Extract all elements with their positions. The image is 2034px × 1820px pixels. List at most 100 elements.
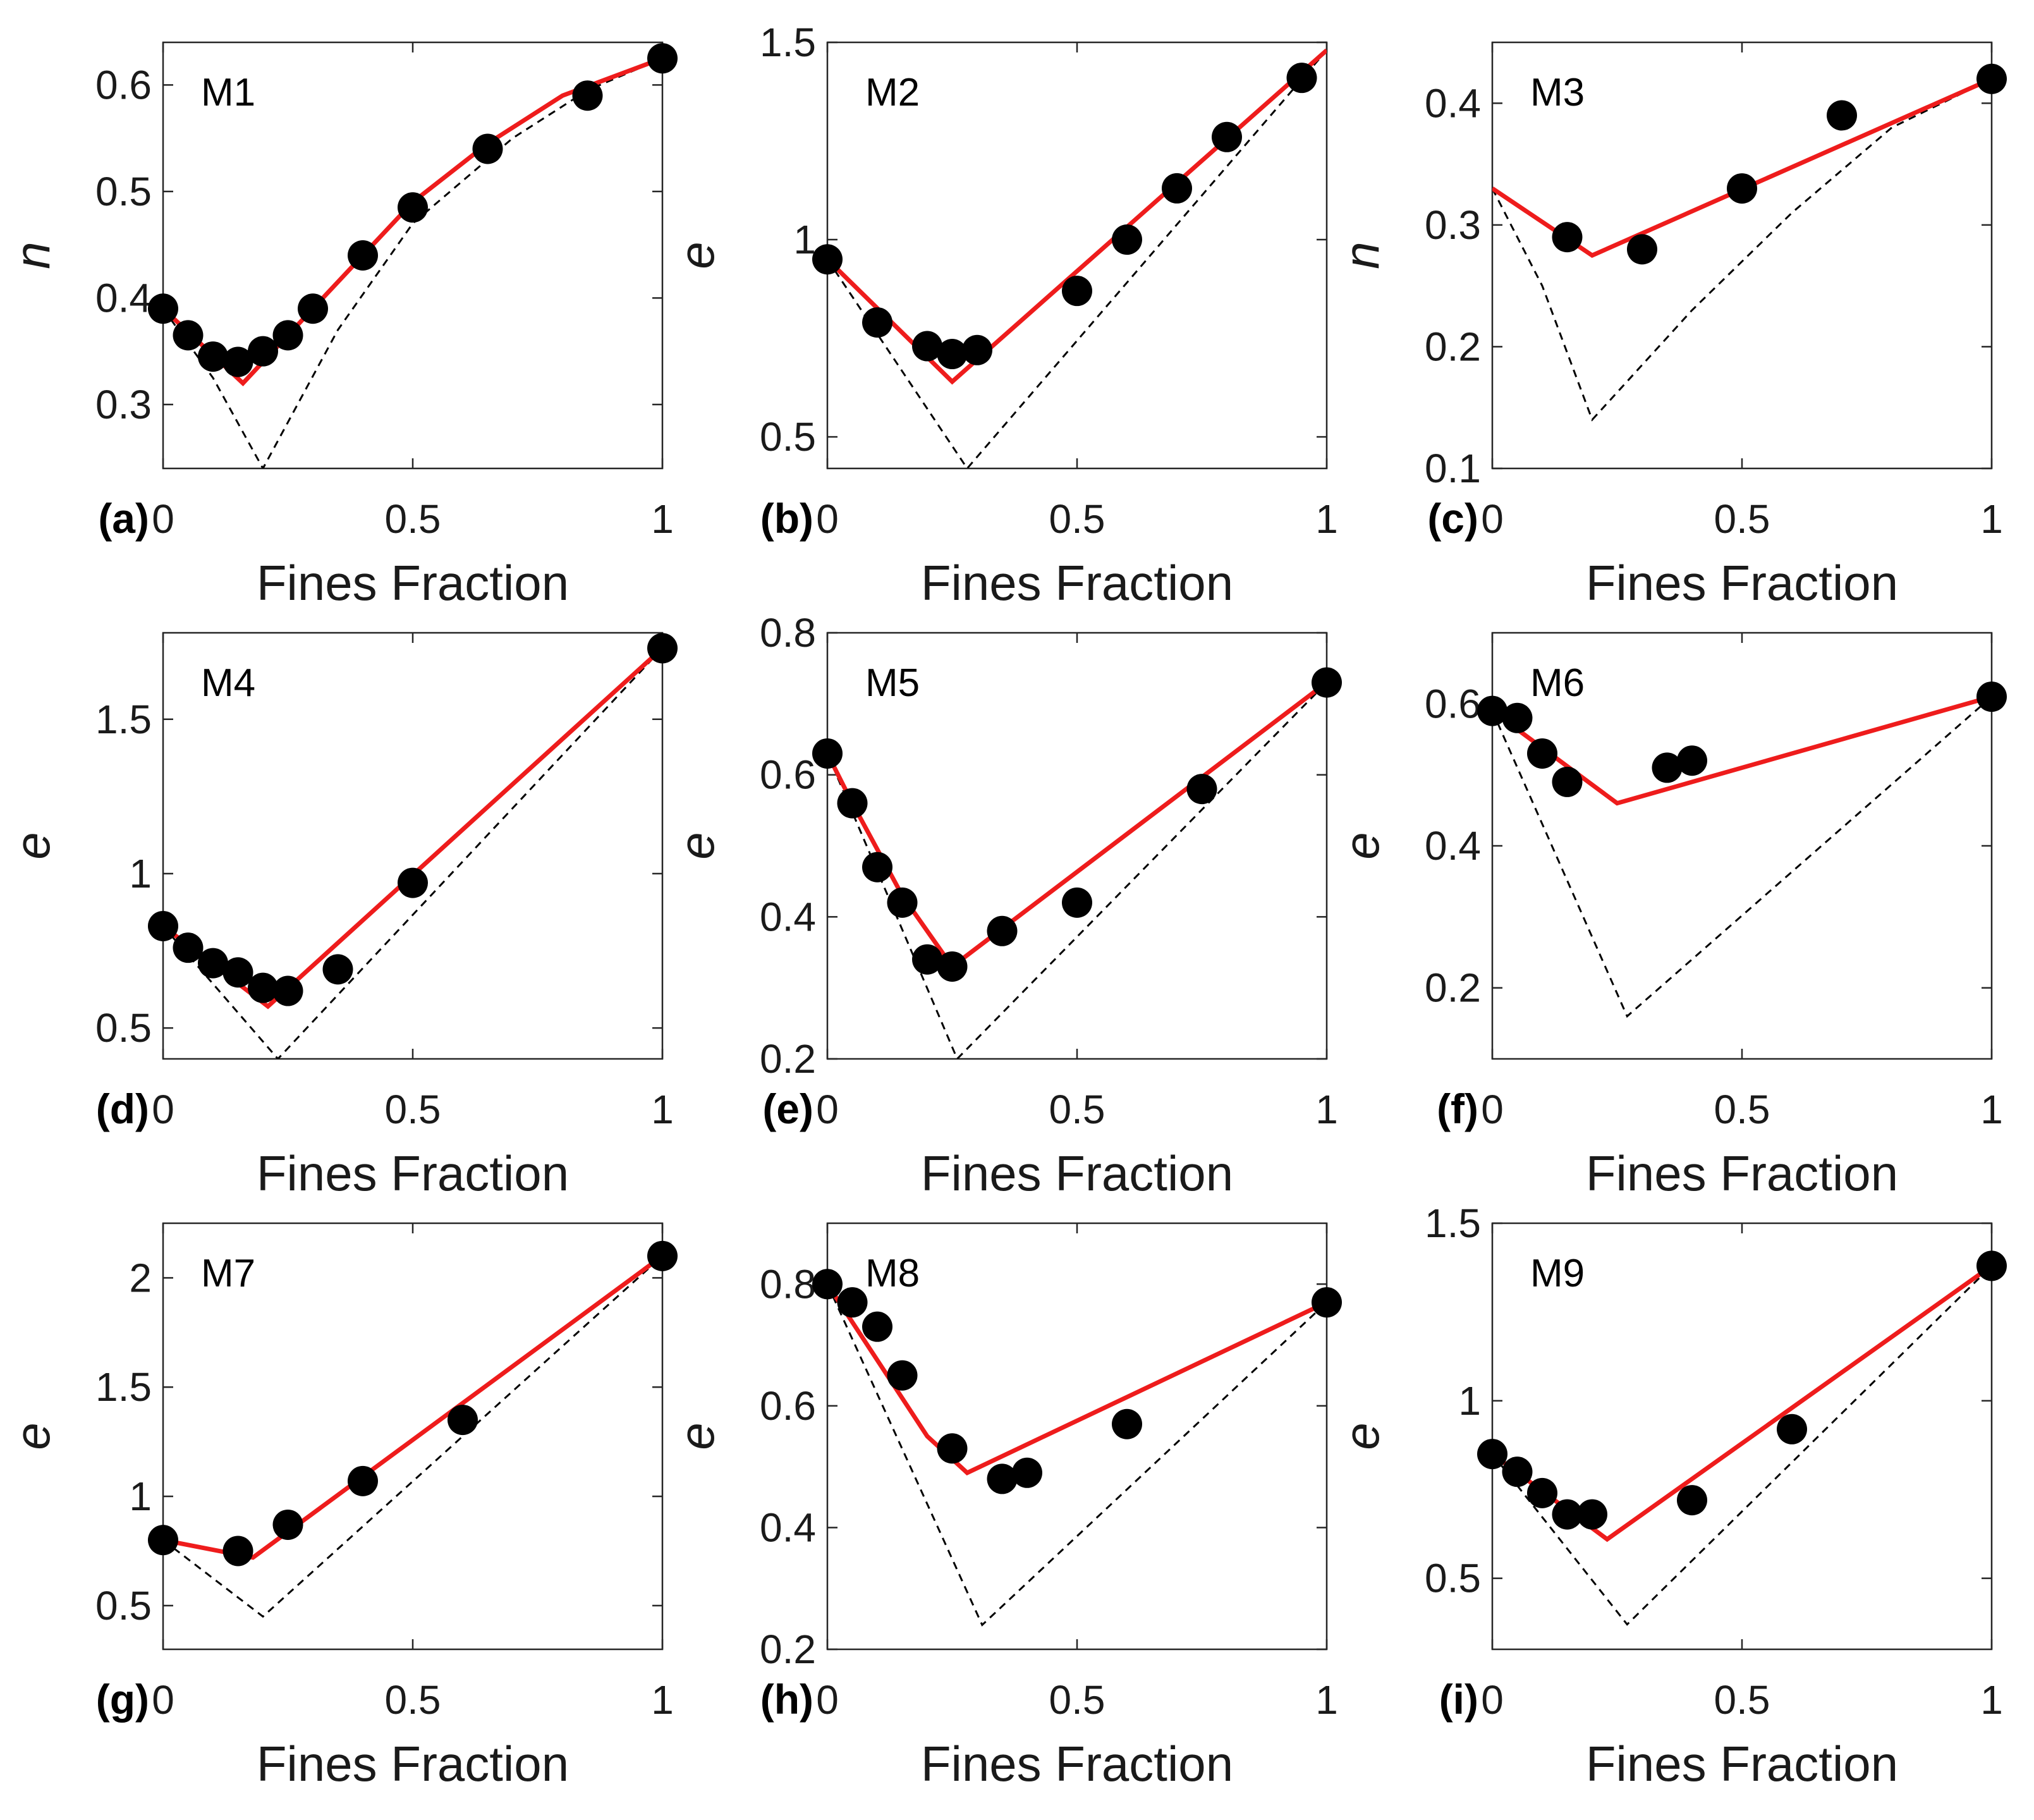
panel-e-xlabel: Fines Fraction	[921, 1145, 1233, 1201]
panel-h-data-point	[1112, 1408, 1142, 1439]
panel-f-ylabel: e	[1334, 832, 1389, 859]
panel-h-inset-label: M8	[865, 1252, 920, 1295]
panel-h-ylabel: e	[669, 1422, 724, 1450]
panel-d-ylabel: e	[4, 832, 60, 859]
panel-g-ytick-label: 1.5	[95, 1364, 152, 1410]
panel-h-ytick-label: 0.6	[760, 1383, 816, 1429]
panel-h-data-point	[987, 1463, 1018, 1494]
panel-c-xlabel: Fines Fraction	[1586, 555, 1898, 611]
panel-f-data-point	[1552, 766, 1583, 797]
panel-e-ylabel: e	[669, 832, 724, 859]
panel-f-xtick-label: 0	[1481, 1087, 1504, 1132]
panel-d-label: (d)	[96, 1085, 149, 1132]
panel-i-data-point	[1677, 1485, 1707, 1516]
panel-e: 0.2 0.4 0.6 0.8 0 0.5 1 Fines Fraction e (e) M5	[669, 610, 1342, 1201]
panel-h-xtick-label: 0.5	[1049, 1677, 1105, 1723]
panel-f-data-point	[1677, 745, 1707, 776]
panel-i-xtick-label: 0	[1481, 1677, 1504, 1723]
panel-f-data-point	[1527, 738, 1557, 769]
panel-b-ytick-label: 1.5	[760, 20, 816, 65]
panel-a-data-point	[472, 133, 503, 164]
panel-b-label: (b)	[760, 495, 813, 542]
panel-a-xtick-label: 0	[152, 496, 174, 542]
panel-c-xtick-label: 0.5	[1714, 496, 1770, 542]
panel-b-ytick-label: 0.5	[760, 414, 816, 460]
panel-h-data-point	[887, 1360, 918, 1391]
panel-f-ytick-label: 0.4	[1425, 823, 1481, 869]
panel-f-xlabel: Fines Fraction	[1586, 1145, 1898, 1201]
panel-e-xtick-label: 0	[816, 1087, 839, 1132]
panel-e-data-point	[912, 944, 942, 975]
panel-d-ytick-label: 0.5	[95, 1005, 152, 1051]
panel-a-label: (a)	[98, 495, 149, 542]
panel-b-data-point	[1162, 173, 1192, 204]
panel-i-xtick-label: 1	[1980, 1677, 2003, 1723]
panel-h: 0.2 0.4 0.6 0.8 0 0.5 1 Fines Fraction e (h) M8	[669, 1222, 1342, 1792]
panel-f-ytick-label: 0.2	[1425, 965, 1481, 1011]
panel-d-xtick-label: 0.5	[385, 1087, 441, 1132]
panel-d-xtick-label: 1	[651, 1087, 674, 1132]
panel-d-data-point	[248, 972, 278, 1003]
panel-a-ytick-label: 0.4	[95, 275, 152, 321]
panel-g-ylabel: e	[4, 1422, 60, 1450]
panel-c-ytick-label: 0.3	[1425, 202, 1481, 248]
panel-f-reference-line	[1492, 695, 1992, 1018]
panel-e-ytick-label: 0.4	[760, 894, 816, 939]
panel-c-data-point	[1827, 100, 1857, 131]
panel-c-inset-label: M3	[1530, 71, 1585, 114]
panel-d-ytick-label: 1	[129, 851, 152, 896]
panel-d-data-point	[647, 633, 678, 664]
panel-c-data-point	[1552, 222, 1583, 253]
panel-e-label: (e)	[762, 1085, 813, 1132]
panel-c-xtick-label: 1	[1980, 496, 2003, 542]
panel-i-inset-label: M9	[1530, 1252, 1585, 1295]
panel-b-ytick-label: 1	[793, 217, 816, 262]
panel-g: 0.5 1 1.5 2 0 0.5 1 Fines Fraction e (g) M7	[4, 1222, 678, 1792]
panel-c-reference-line	[1492, 78, 1992, 422]
panel-c-xtick-label: 0	[1481, 496, 1504, 542]
panel-e-model-line	[827, 680, 1327, 970]
panel-b-inset-label: M2	[865, 71, 920, 114]
panel-b-data-point	[1212, 121, 1242, 152]
panel-e-data-point	[937, 951, 968, 982]
panel-f-data-point	[1652, 752, 1683, 783]
panel-b-data-point	[1062, 276, 1092, 307]
panel-d-inset-label: M4	[201, 661, 255, 705]
panel-c: 0.1 0.2 0.3 0.4 0 0.5 1 Fines Fraction n (c) M3	[1334, 41, 2007, 611]
panel-d-reference-line	[163, 647, 662, 1059]
panel-i: 0.5 1 1.5 0 0.5 1 Fines Fraction e (i) M9	[1334, 1200, 2007, 1792]
panel-i-label: (i)	[1439, 1676, 1478, 1723]
panel-i-ytick-label: 0.5	[1425, 1556, 1481, 1601]
panel-a-data-point	[222, 346, 253, 377]
panel-i-data-point	[1527, 1477, 1557, 1508]
panel-c-data-point	[1727, 173, 1757, 204]
panel-e-ytick-label: 0.8	[760, 610, 816, 656]
panel-b-data-point	[962, 334, 992, 365]
panel-a-data-point	[398, 192, 428, 223]
panel-a-data-point	[272, 320, 303, 351]
panel-e-xtick-label: 0.5	[1049, 1087, 1105, 1132]
panel-g-data-point	[448, 1405, 478, 1436]
panel-b-xtick-label: 1	[1315, 496, 1338, 542]
panel-f-xtick-label: 1	[1980, 1087, 2003, 1132]
panel-b-data-point	[937, 339, 968, 370]
panel-h-reference-line	[827, 1283, 1327, 1627]
panel-a-ytick-label: 0.6	[95, 62, 152, 107]
panel-e-data-point	[887, 887, 918, 918]
panel-d-data-point	[198, 948, 228, 979]
panel-i-ytick-label: 1.5	[1425, 1200, 1481, 1246]
panel-i-data-point	[1577, 1499, 1607, 1530]
panel-a-data-point	[148, 293, 178, 324]
panel-h-ytick-label: 0.8	[760, 1261, 816, 1307]
panel-b-xtick-label: 0	[816, 496, 839, 542]
panel-f-ytick-label: 0.6	[1425, 681, 1481, 726]
panel-f-inset-label: M6	[1530, 661, 1585, 705]
panel-b-data-point	[812, 244, 843, 275]
panel-e-ytick-label: 0.6	[760, 752, 816, 798]
panel-i-data-point	[1552, 1499, 1583, 1530]
panel-c-data-point	[1627, 234, 1657, 265]
panel-b-ylabel: e	[669, 241, 724, 269]
panel-i-xtick-label: 0.5	[1714, 1677, 1770, 1723]
